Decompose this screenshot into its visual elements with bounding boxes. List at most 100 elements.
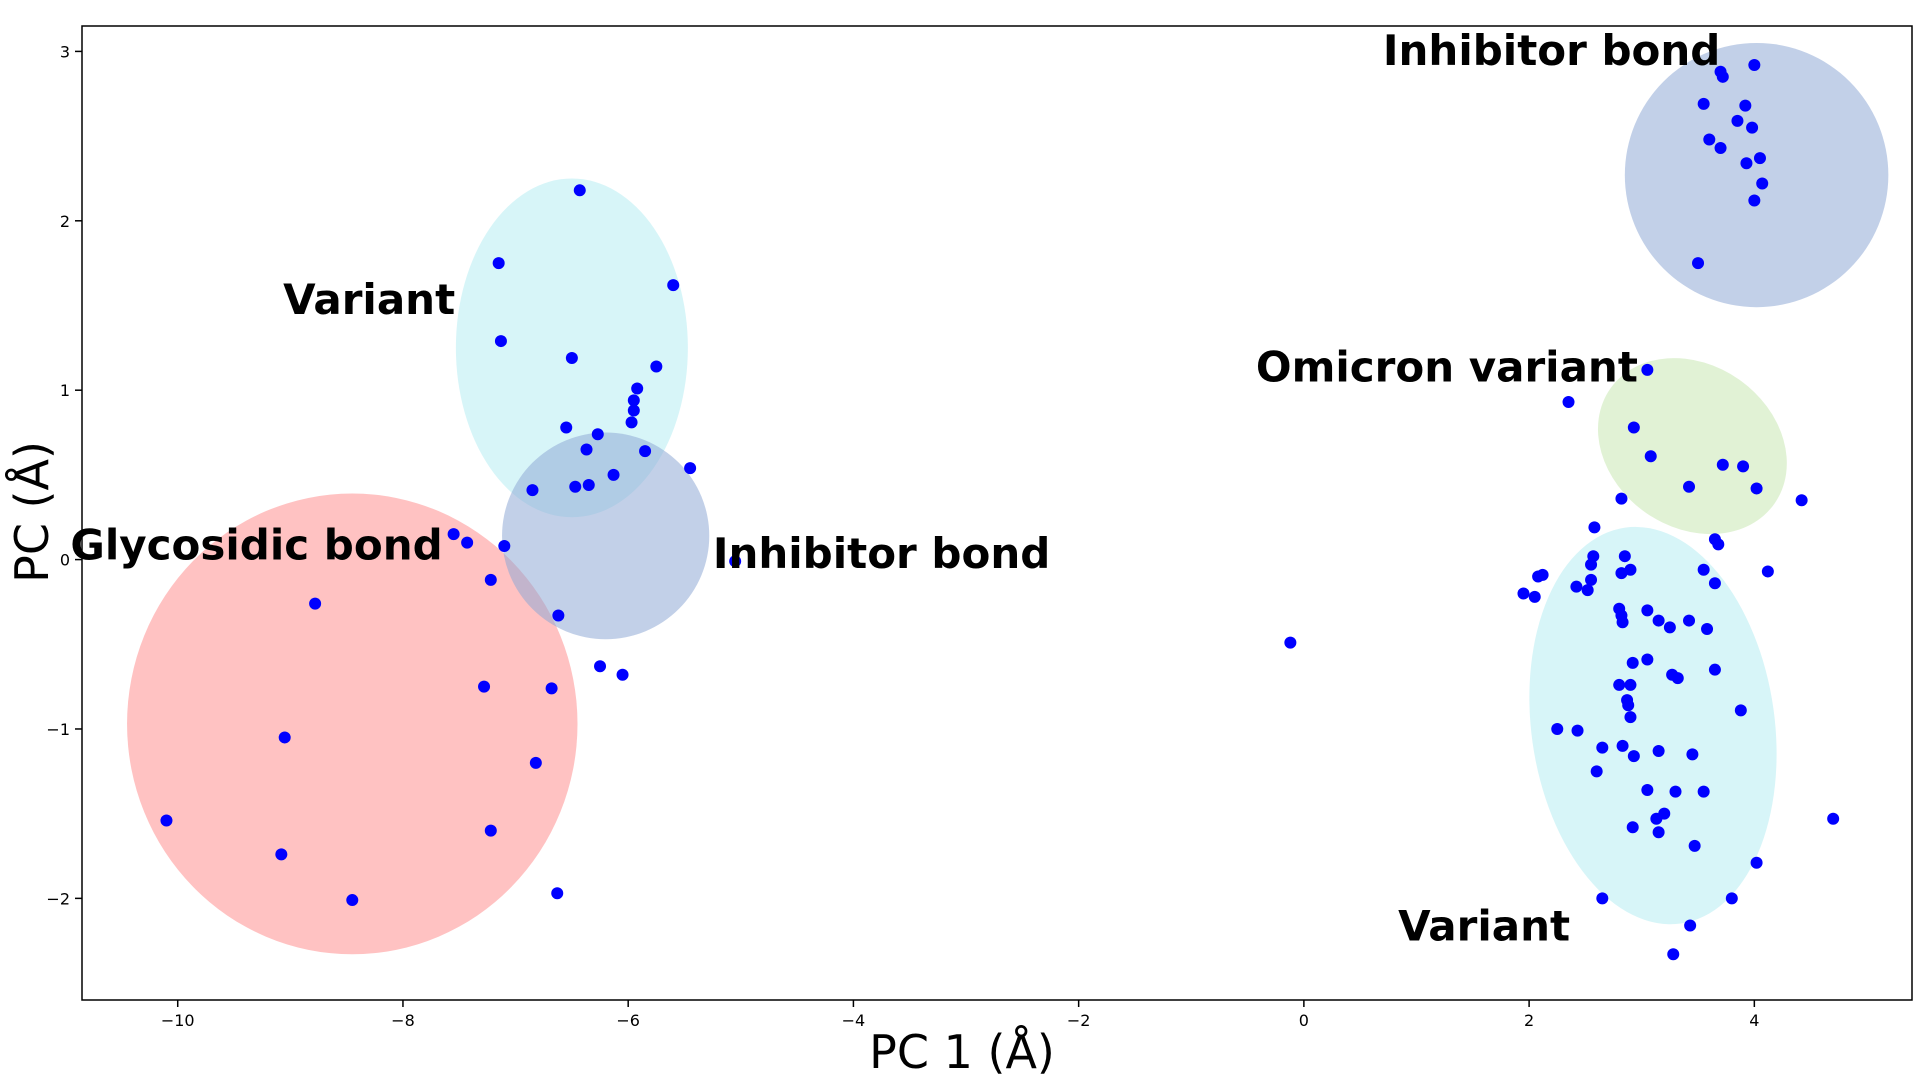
- data-point: [565, 352, 578, 365]
- y-tick-label: −2: [46, 889, 70, 908]
- data-point: [1596, 741, 1609, 754]
- data-point: [1627, 750, 1640, 763]
- data-point: [1652, 744, 1665, 757]
- data-point: [1284, 636, 1297, 649]
- data-point: [1626, 821, 1639, 834]
- data-point: [1737, 460, 1750, 473]
- data-point: [1650, 812, 1663, 825]
- data-point: [1795, 494, 1808, 507]
- data-point: [447, 528, 460, 541]
- data-point: [1761, 565, 1774, 578]
- data-point: [1753, 152, 1766, 165]
- data-point: [1585, 573, 1598, 586]
- y-tick-label: −1: [46, 720, 70, 739]
- region-label: Omicron variant: [1256, 343, 1638, 392]
- region-label: Variant: [1398, 902, 1570, 951]
- data-point: [1517, 587, 1530, 600]
- data-point: [1731, 114, 1744, 127]
- data-point: [1714, 141, 1727, 154]
- data-point: [1562, 396, 1575, 409]
- data-point: [1590, 765, 1603, 778]
- data-point: [1683, 614, 1696, 627]
- data-point: [729, 555, 742, 568]
- data-point: [1585, 558, 1598, 571]
- data-point: [346, 894, 359, 907]
- data-point: [1701, 623, 1714, 636]
- data-point: [1644, 450, 1657, 463]
- data-point: [1683, 480, 1696, 493]
- region-ellipse: [1624, 42, 1889, 308]
- data-point: [569, 480, 582, 493]
- data-point: [1641, 783, 1654, 796]
- data-point: [1739, 99, 1752, 112]
- data-point: [1652, 614, 1665, 627]
- data-point: [1532, 570, 1545, 583]
- data-point: [1725, 892, 1738, 905]
- data-point: [616, 668, 629, 681]
- data-point: [1641, 363, 1654, 376]
- data-point: [580, 443, 593, 456]
- data-point: [573, 184, 586, 197]
- data-point: [1708, 577, 1721, 590]
- region-label: Inhibitor bond: [1383, 26, 1720, 75]
- data-point: [484, 824, 497, 837]
- data-point: [1756, 177, 1769, 190]
- data-point: [594, 660, 607, 673]
- data-point: [1624, 678, 1637, 691]
- data-point: [1570, 580, 1583, 593]
- x-tick-label: −2: [1067, 1011, 1091, 1030]
- data-point: [1688, 839, 1701, 852]
- data-point: [1708, 663, 1721, 676]
- data-point: [1697, 785, 1710, 798]
- plot-frame: [81, 25, 1913, 1001]
- data-point: [1615, 492, 1628, 505]
- y-tick-label: 2: [60, 212, 70, 231]
- data-point: [1734, 704, 1747, 717]
- data-point: [551, 887, 564, 900]
- data-points: [160, 58, 1840, 961]
- y-tick-label: 0: [60, 551, 70, 570]
- data-point: [1697, 563, 1710, 576]
- data-point: [1528, 590, 1541, 603]
- data-point: [1624, 711, 1637, 724]
- region-ellipse: [1529, 526, 1777, 925]
- data-point: [278, 731, 291, 744]
- data-point: [275, 848, 288, 861]
- data-point: [160, 814, 173, 827]
- data-point: [1667, 948, 1680, 961]
- region-ellipse: [1597, 358, 1787, 535]
- data-point: [1686, 748, 1699, 761]
- data-point: [1716, 458, 1729, 471]
- region-ellipse: [127, 493, 578, 955]
- data-point: [1663, 621, 1676, 634]
- data-point: [1596, 892, 1609, 905]
- data-point: [526, 484, 539, 497]
- data-point: [461, 536, 474, 549]
- x-tick-label: −10: [161, 1011, 195, 1030]
- data-point: [650, 360, 663, 373]
- data-point: [625, 416, 638, 429]
- data-point: [498, 540, 511, 553]
- region-label: Inhibitor bond: [713, 529, 1050, 578]
- data-point: [1750, 856, 1763, 869]
- data-point: [560, 421, 573, 434]
- data-point: [631, 382, 644, 395]
- data-point: [1616, 616, 1629, 629]
- data-point: [627, 404, 640, 417]
- data-point: [545, 682, 558, 695]
- data-point: [1616, 739, 1629, 752]
- x-tick-label: −8: [391, 1011, 415, 1030]
- data-point: [1703, 133, 1716, 146]
- data-point: [309, 597, 322, 610]
- x-tick-label: −4: [842, 1011, 866, 1030]
- region-ellipse: [455, 178, 688, 518]
- data-point: [1641, 604, 1654, 617]
- y-tick-label: 3: [60, 42, 70, 61]
- x-tick-label: 0: [1299, 1011, 1309, 1030]
- data-point: [1684, 919, 1697, 932]
- data-point: [1551, 722, 1564, 735]
- y-tick-label: 1: [60, 381, 70, 400]
- data-point: [1671, 672, 1684, 685]
- x-tick-label: −6: [616, 1011, 640, 1030]
